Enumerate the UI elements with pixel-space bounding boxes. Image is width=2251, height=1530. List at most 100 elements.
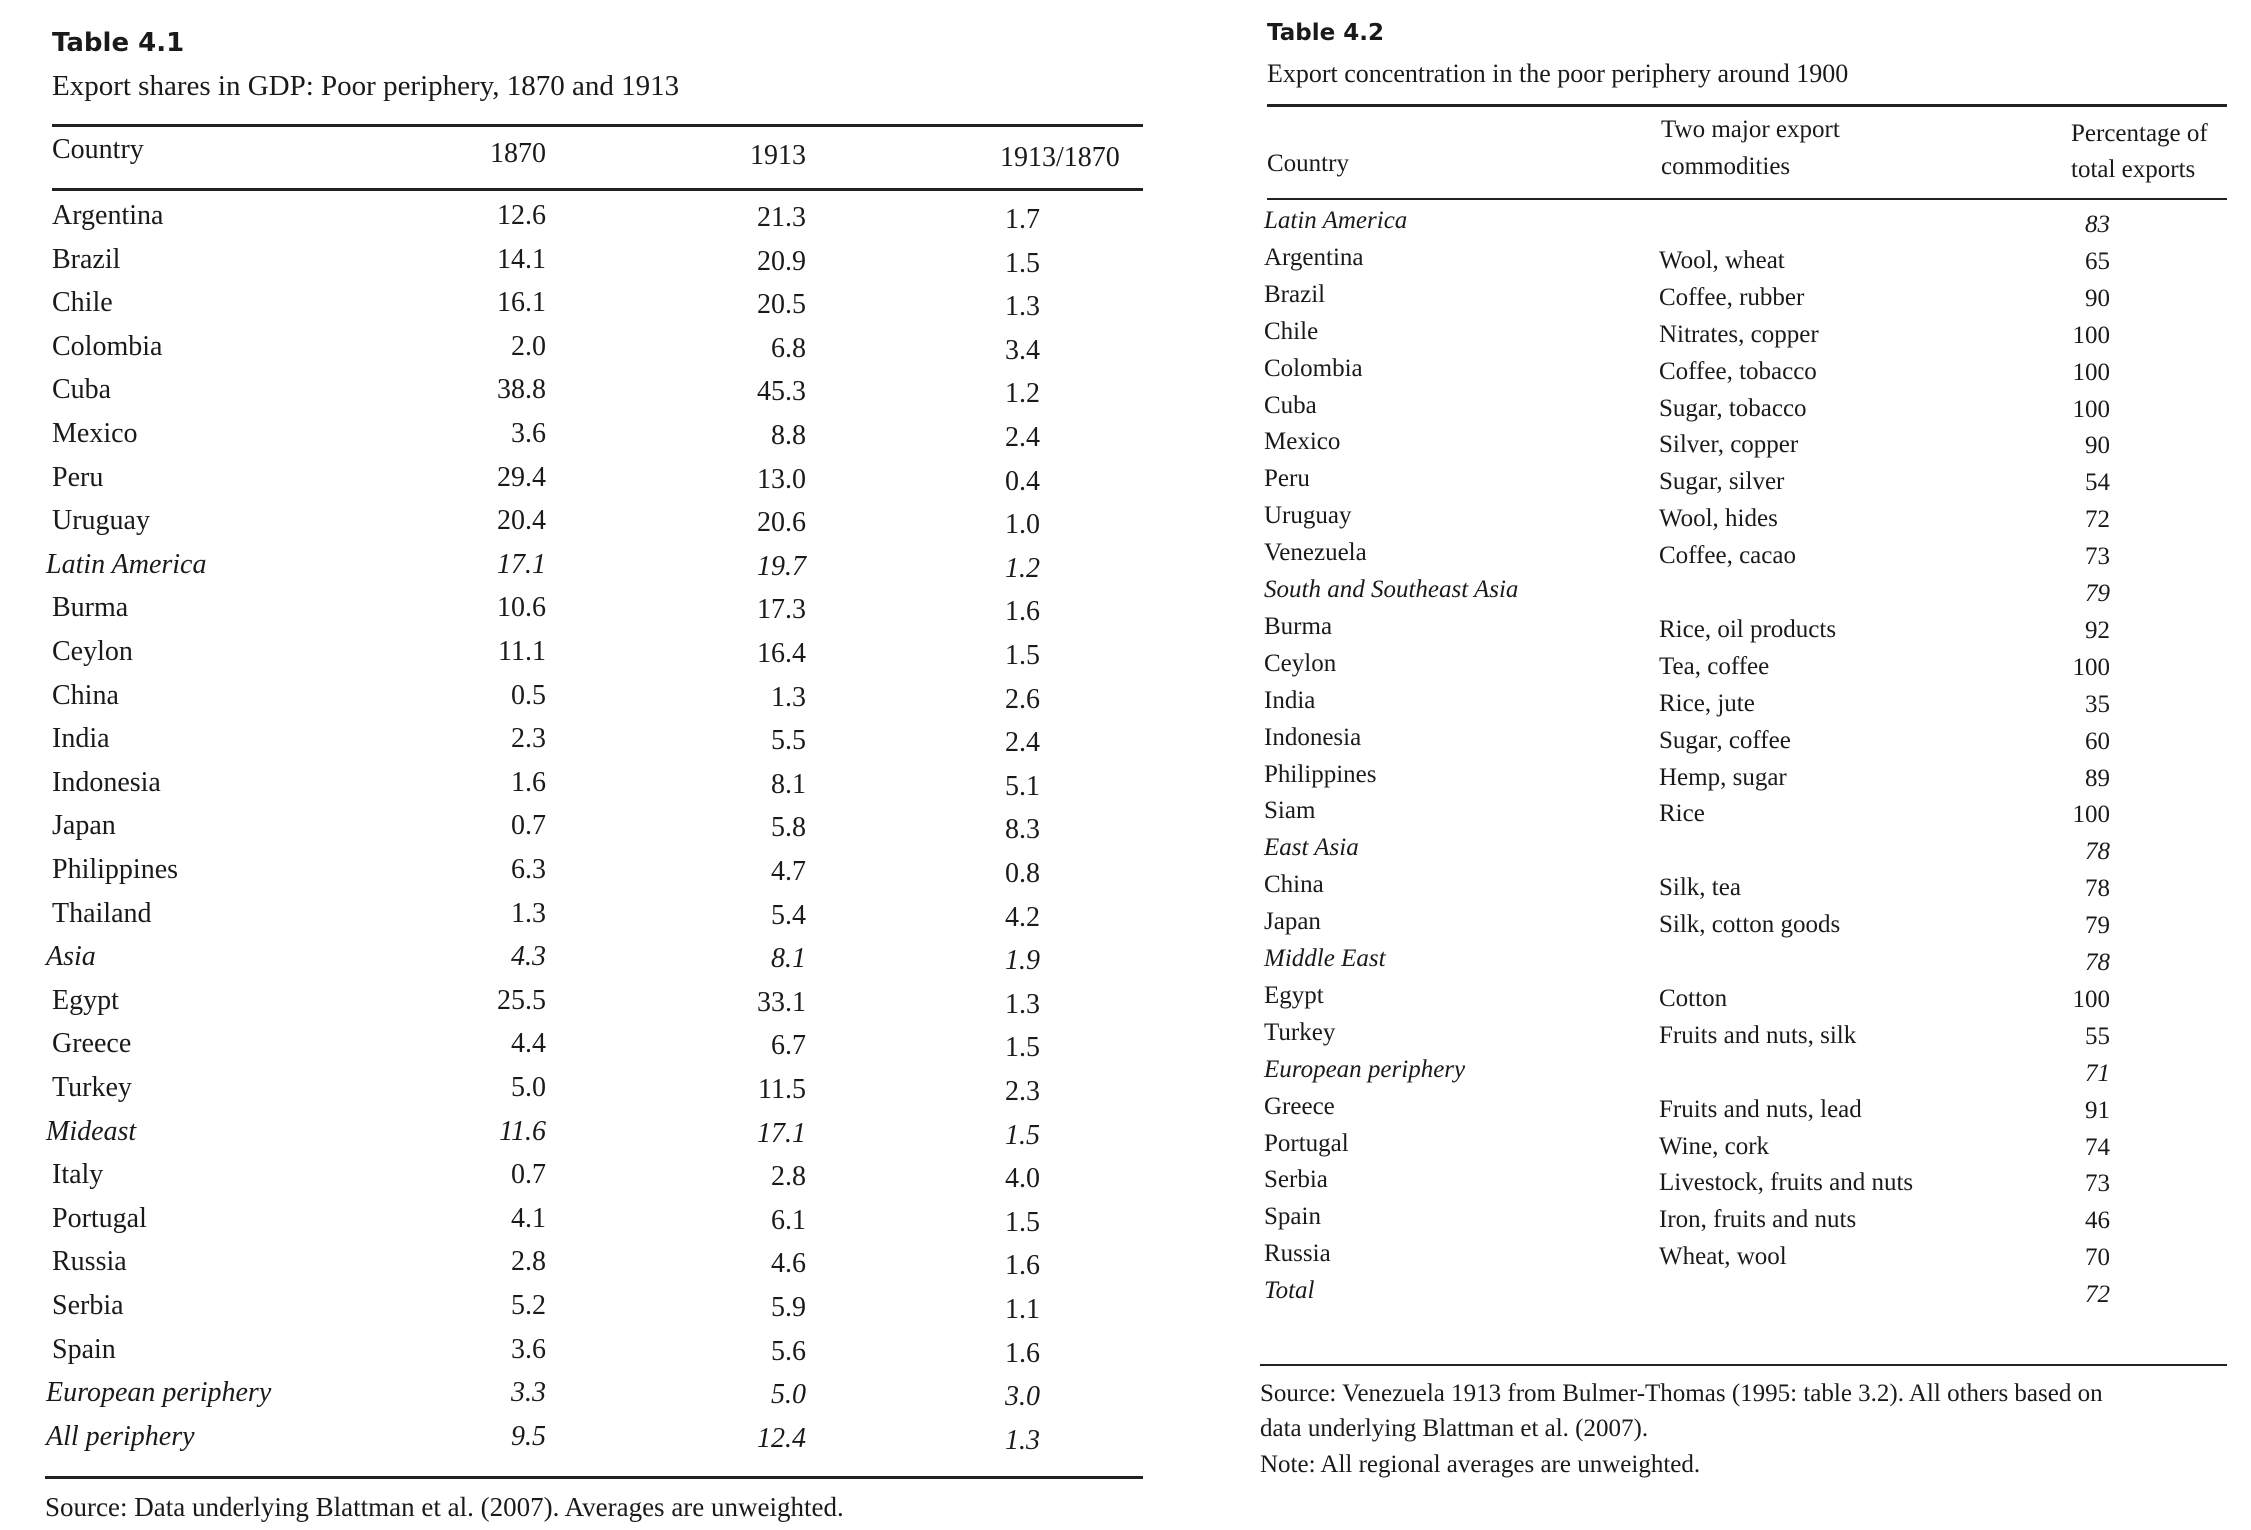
country-cell: Egypt (52, 984, 119, 1016)
value-1870-cell: 20.4 (497, 505, 546, 537)
value-1870-cell: 11.1 (498, 636, 546, 667)
top-rule (1267, 104, 2227, 107)
country-cell: Philippines (1264, 760, 1377, 788)
country-cell: Mexico (1264, 428, 1341, 456)
country-cell: Peru (52, 461, 104, 493)
percent-cell: 65 (2085, 247, 2110, 275)
ratio-cell: 4.2 (1005, 901, 1040, 933)
percent-cell: 78 (2085, 949, 2110, 976)
header-country: Country (52, 134, 144, 165)
country-cell: East Asia (1264, 834, 1359, 862)
value-1870-cell: 16.1 (497, 287, 546, 319)
commodities-cell: Nitrates, copper (1659, 320, 1819, 348)
country-cell: Siam (1264, 797, 1316, 825)
percent-cell: 70 (2085, 1244, 2110, 1272)
value-1913-cell: 17.3 (757, 594, 806, 626)
percent-cell: 35 (2085, 690, 2110, 718)
value-1870-cell: 1.6 (511, 766, 546, 798)
value-1870-cell: 4.3 (511, 941, 546, 973)
ratio-cell: 3.0 (1005, 1381, 1040, 1413)
commodities-cell: Coffee, tobacco (1659, 357, 1817, 385)
ratio-cell: 4.0 (1005, 1163, 1040, 1195)
ratio-cell: 0.4 (1005, 465, 1040, 497)
value-1913-cell: 8.1 (771, 943, 806, 975)
percent-cell: 72 (2085, 1281, 2110, 1309)
ratio-cell: 1.6 (1005, 596, 1040, 628)
commodities-cell: Coffee, rubber (1659, 283, 1805, 311)
country-cell: Japan (52, 810, 116, 842)
ratio-cell: 2.3 (1005, 1076, 1040, 1107)
country-cell: Venezuela (1264, 539, 1367, 567)
percent-cell: 74 (2085, 1133, 2110, 1161)
source-line-1: Source: Venezuela 1913 from Bulmer-Thoma… (1260, 1380, 2103, 1407)
country-cell: Mideast (46, 1115, 137, 1147)
percent-cell: 78 (2085, 838, 2110, 866)
header-percent-line1: Percentage of (2071, 120, 2208, 147)
country-cell: Turkey (52, 1072, 132, 1103)
header-country: Country (1267, 150, 1349, 177)
percent-cell: 73 (2085, 1170, 2110, 1198)
country-cell: Greece (1264, 1092, 1335, 1120)
value-1870-cell: 4.1 (511, 1202, 546, 1234)
value-1870-cell: 25.5 (497, 984, 546, 1016)
table-source: Source: Data underlying Blattman et al. … (45, 1492, 844, 1522)
percent-cell: 100 (2072, 801, 2111, 829)
value-1870-cell: 6.3 (511, 854, 546, 885)
commodities-cell: Fruits and nuts, lead (1659, 1095, 1862, 1123)
value-1913-cell: 20.6 (757, 507, 806, 539)
commodities-cell: Sugar, silver (1659, 468, 1785, 496)
commodities-cell: Cotton (1659, 984, 1728, 1012)
ratio-cell: 1.5 (1005, 1032, 1040, 1064)
value-1870-cell: 2.8 (511, 1246, 546, 1278)
country-cell: European periphery (1264, 1055, 1466, 1083)
country-cell: Indonesia (1264, 723, 1362, 751)
commodities-cell: Wheat, wool (1659, 1243, 1787, 1271)
percent-cell: 83 (2085, 211, 2110, 238)
header-commodities-line2: commodities (1661, 153, 1791, 180)
ratio-cell: 1.7 (1005, 204, 1040, 235)
header-percent-line2: total exports (2071, 156, 2196, 183)
country-cell: Greece (52, 1028, 132, 1060)
country-cell: Indonesia (52, 766, 161, 798)
source-line-2: data underlying Blattman et al. (2007). (1260, 1415, 1649, 1442)
value-1870-cell: 14.1 (497, 243, 546, 275)
value-1870-cell: 38.8 (497, 374, 546, 406)
percent-cell: 55 (2085, 1022, 2110, 1050)
ratio-cell: 1.2 (1005, 378, 1040, 410)
ratio-cell: 1.1 (1005, 1294, 1040, 1325)
commodities-cell: Silk, cotton goods (1659, 911, 1841, 939)
ratio-cell: 2.4 (1005, 422, 1040, 453)
ratio-cell: 5.1 (1005, 770, 1040, 802)
country-cell: Uruguay (1264, 502, 1352, 530)
ratio-cell: 1.5 (1005, 1206, 1040, 1238)
country-cell: Serbia (52, 1290, 124, 1321)
value-1870-cell: 12.6 (497, 200, 546, 231)
ratio-cell: 1.2 (1005, 552, 1040, 584)
country-cell: Peru (1264, 465, 1310, 493)
ratio-cell: 1.3 (1005, 291, 1040, 323)
commodities-cell: Wine, cork (1659, 1132, 1770, 1160)
commodities-cell: Tea, coffee (1659, 652, 1770, 680)
ratio-cell: 1.6 (1005, 1250, 1040, 1282)
percent-cell: 100 (2072, 395, 2111, 423)
commodities-cell: Sugar, coffee (1659, 726, 1791, 754)
commodities-cell: Coffee, cacao (1659, 542, 1796, 570)
country-cell: Chile (1264, 317, 1319, 345)
ratio-cell: 1.0 (1005, 509, 1040, 541)
country-cell: Egypt (1264, 981, 1324, 1009)
value-1870-cell: 3.3 (511, 1377, 546, 1409)
value-1870-cell: 5.2 (511, 1290, 546, 1321)
country-cell: Spain (1264, 1203, 1321, 1231)
country-cell: Brazil (52, 243, 121, 275)
table-title: Export shares in GDP: Poor periphery, 18… (52, 70, 680, 102)
percent-cell: 100 (2072, 358, 2111, 386)
value-1913-cell: 5.8 (771, 812, 806, 844)
top-rule (52, 124, 1143, 127)
value-1913-cell: 33.1 (757, 986, 806, 1018)
table-label: Table 4.2 (1267, 20, 1384, 46)
value-1913-cell: 5.6 (771, 1335, 806, 1367)
value-1913-cell: 6.7 (771, 1030, 806, 1062)
country-cell: Argentina (1264, 243, 1364, 271)
commodities-cell: Rice (1659, 800, 1705, 828)
value-1870-cell: 0.7 (511, 1159, 546, 1191)
